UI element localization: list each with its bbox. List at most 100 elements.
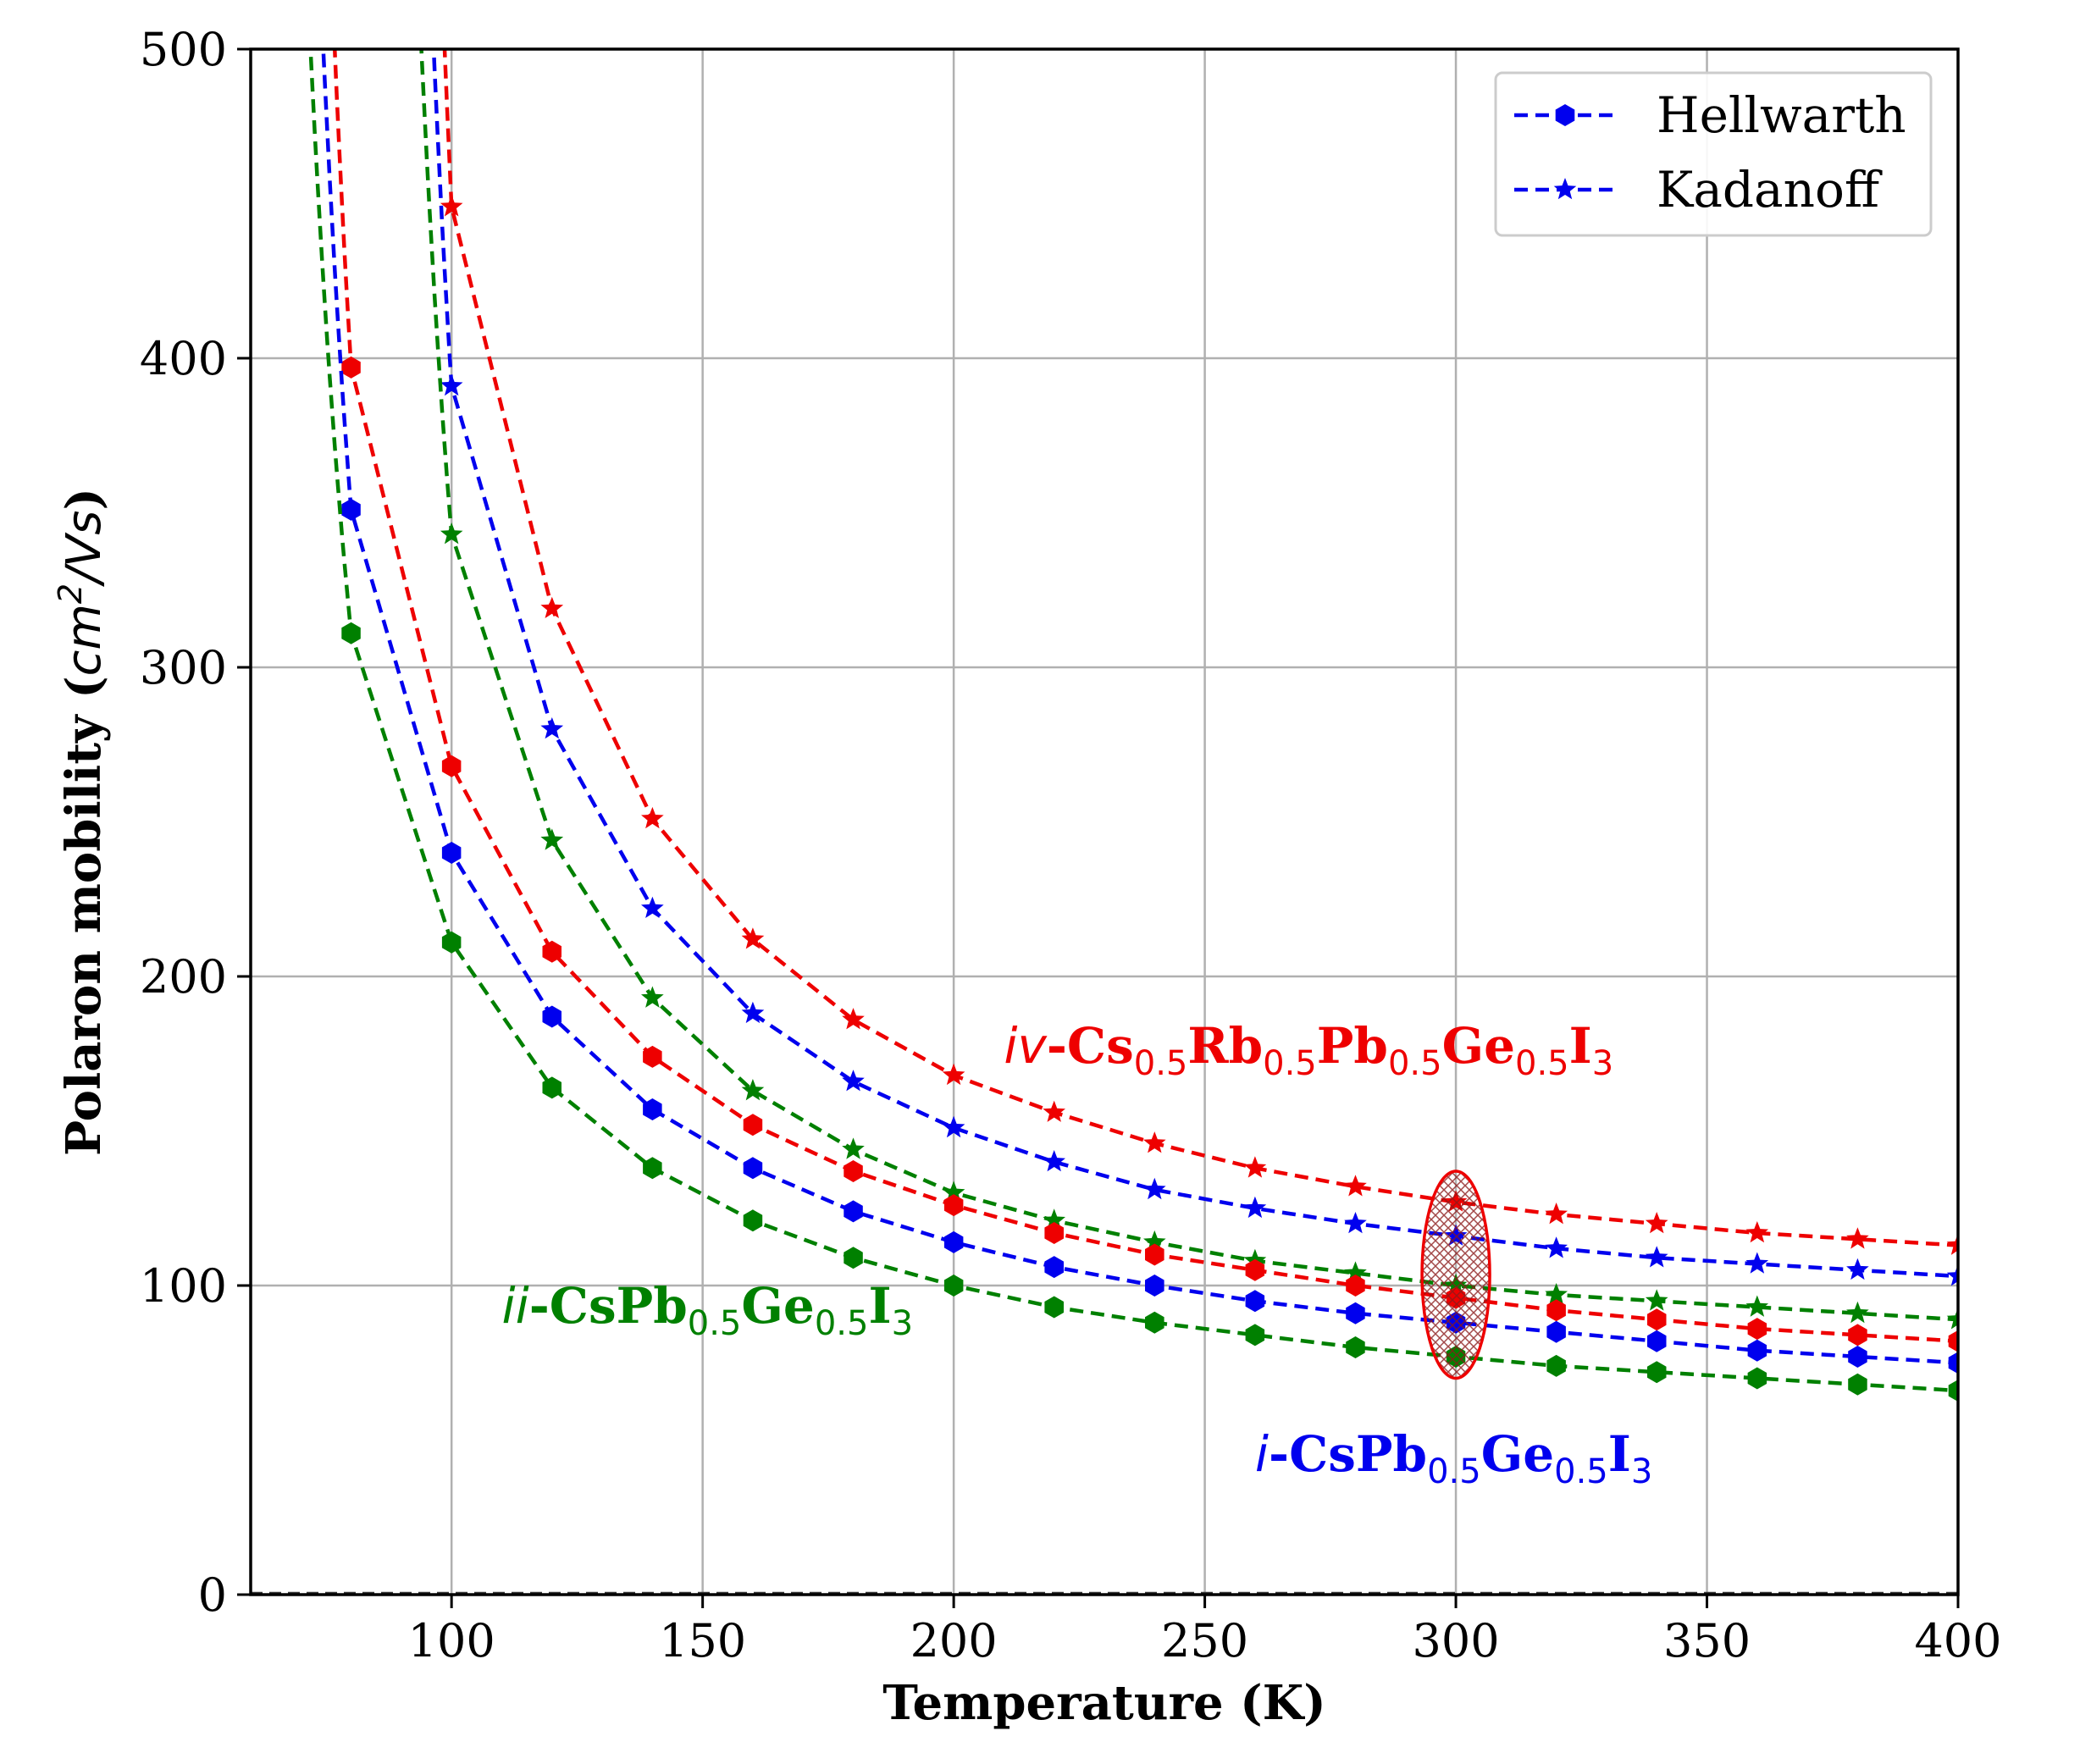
y-axis-title: Polaron mobility (cm2/Vs) [52,488,112,1156]
data-point [1043,1208,1065,1230]
data-point [1344,1261,1367,1283]
annotation-part: -CsPb [529,1277,688,1335]
data-point [741,1001,765,1024]
data-point [1747,1367,1767,1390]
series-red-hellwarth [332,49,1958,1352]
y-tick-label: 200 [140,950,227,1004]
annotation-part: ii [501,1277,528,1335]
data-point [1243,1196,1267,1219]
data-point [1946,1233,1958,1255]
y-axis-title-unit: cm [57,604,112,676]
annotation-part: 0.5 [1515,1044,1569,1083]
data-point [1647,1361,1667,1384]
legend-marker-hexagon [1555,104,1575,126]
y-tick-label: 400 [140,332,227,385]
data-point [540,717,564,739]
annotation-part: 0.5 [1388,1044,1442,1083]
data-point [540,596,564,618]
y-tick-label: 100 [140,1259,227,1313]
annotation-part: i [1255,1425,1269,1483]
data-point [1344,1212,1367,1234]
data-point [1143,1131,1166,1153]
annotation-part: 0.5 [815,1304,869,1343]
highlight-layer [1420,1170,1491,1380]
annotation-part: Rb [1187,1017,1263,1075]
data-point [441,755,462,777]
data-point [943,1230,964,1253]
annotation-part: 3 [892,1304,913,1343]
data-point [441,931,462,954]
data-point [1346,1275,1365,1297]
data-point [743,1114,763,1136]
data-point [1245,1258,1265,1281]
annotations: iv-Cs0.5Rb0.5Pb0.5Ge0.5I3ii-CsPb0.5Ge0.5… [501,1017,1652,1491]
data-point [844,1160,863,1182]
y-tick-label: 500 [140,23,227,76]
x-tick-label: 400 [1914,1614,2001,1667]
annotation-part: Ge [1442,1017,1515,1075]
annotation-part: I [868,1277,891,1335]
data-point [1143,1230,1166,1252]
data-point [1545,1283,1568,1305]
data-point [1545,1236,1568,1258]
legend-label: Hellwarth [1657,86,1906,144]
data-point [1245,1290,1265,1313]
data-point [844,1200,863,1223]
x-tick-label: 150 [659,1614,746,1667]
data-point [1846,1301,1869,1324]
data-point [643,1045,662,1068]
highlight-ellipse [1420,1170,1491,1380]
data-point [943,1194,964,1217]
data-point [1143,1177,1166,1200]
data-point [1946,1308,1958,1330]
annotation-part: 0.5 [1134,1044,1188,1083]
data-point [643,1157,662,1180]
data-point [641,896,664,918]
legend-label: Kadanoff [1657,161,1883,218]
annotation-part: Ge [1481,1425,1554,1483]
series-line-1 [431,49,1958,1279]
data-point [1546,1320,1566,1343]
data-point [1145,1275,1164,1297]
tick-labels: 100 150 200 250 300 350 400 0 100 200 300 400 500 [140,23,2002,1667]
y-tick-label: 0 [198,1568,227,1622]
data-point [641,806,664,829]
data-point [440,195,463,217]
data-point [1243,1156,1267,1178]
x-tick-label: 200 [910,1614,998,1667]
data-point [1545,1203,1568,1225]
data-point [1747,1339,1767,1362]
annotation-part: Ge [741,1277,814,1335]
annotation-part: 3 [1631,1452,1652,1491]
data-point [341,498,361,521]
data-point [1044,1256,1064,1279]
data-point [341,356,361,379]
data-point [1645,1289,1668,1311]
legend-marker-star [1553,178,1577,200]
annotation-part: iv [1004,1017,1048,1075]
data-point [1043,1100,1065,1122]
grid [251,47,1960,1596]
annotation-part: Pb [1317,1017,1388,1075]
x-tick-label: 300 [1413,1614,1500,1667]
series-red-kadanoff [440,49,1958,1255]
data-point [942,1181,965,1203]
data-point [542,940,561,963]
data-point [1546,1354,1566,1377]
x-axis-title: Temperature (K) [882,1675,1326,1731]
data-point [1747,1318,1767,1341]
data-point [643,1098,662,1120]
data-point [1846,1227,1869,1249]
data-point [1948,1380,1958,1402]
data-point [1848,1324,1867,1347]
data-point [741,927,765,949]
data-point [1044,1222,1064,1244]
y-axis-title-main: Polaron mobility ( [56,676,112,1156]
data-point [1647,1330,1667,1352]
annotation-part: 0.5 [1427,1452,1481,1491]
series-layer [308,49,1958,1402]
data-point [842,1070,865,1092]
data-point [842,1137,865,1159]
data-point [1848,1346,1867,1368]
